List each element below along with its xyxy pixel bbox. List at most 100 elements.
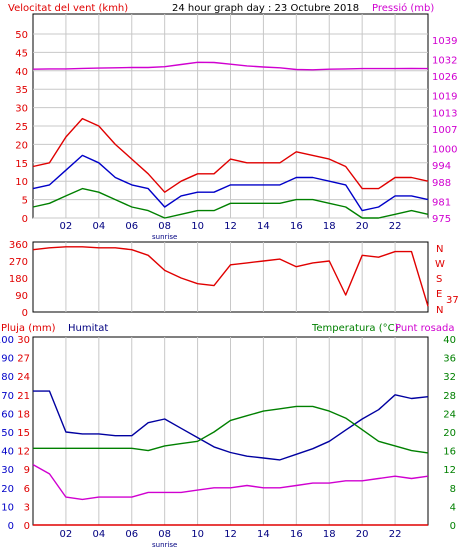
- x-tick-label: 10: [191, 529, 204, 540]
- dewpoint-line: [32, 463, 429, 501]
- pressure-tick-label: 1032: [432, 55, 457, 66]
- wind-tick-label: 25: [15, 122, 28, 133]
- x-tick-label: 12: [224, 221, 237, 232]
- pressure-tick-label: 988: [432, 178, 451, 189]
- x-tick-label: 02: [60, 221, 73, 232]
- wind-axis-title: Velocitat del vent (kmh): [8, 3, 128, 14]
- rain-tick-label: 30: [17, 335, 30, 346]
- humidity-line: [33, 390, 429, 461]
- x-tick-label: 18: [323, 529, 336, 540]
- temperature-tick-label: 32: [443, 372, 456, 383]
- x-tick-label: 06: [125, 221, 138, 232]
- rain-tick-label: 18: [17, 409, 30, 420]
- pressure-tick-label: 1013: [432, 108, 457, 119]
- x-tick-label: 12: [224, 529, 237, 540]
- wind-tick-label: 15: [15, 159, 28, 170]
- x-tick-label: 22: [389, 529, 402, 540]
- sunrise-label: sunrise: [152, 541, 177, 549]
- dir-letter-e: E: [436, 289, 442, 300]
- temperature-tick-label: 36: [443, 354, 456, 365]
- wind-direction-line: [32, 246, 429, 307]
- temperature-tick-label: 0: [450, 521, 456, 532]
- wind-tick-label: 35: [15, 85, 28, 96]
- temperature-axis-title: Temperatura (°C): [311, 323, 399, 334]
- x-tick-label: 04: [92, 221, 105, 232]
- humidity-tick-label: 90: [1, 354, 14, 365]
- wind-gust-line: [32, 117, 429, 193]
- humidity-tick-label: 70: [1, 391, 14, 402]
- wind-tick-label: 50: [15, 30, 28, 41]
- dir-letter-w: W: [435, 259, 445, 270]
- humidity-tick-label: 20: [1, 484, 14, 495]
- humidity-tick-label: 0: [8, 521, 14, 532]
- temperature-tick-label: 16: [443, 447, 456, 458]
- pressure-tick-label: 1007: [432, 125, 457, 136]
- rain-tick-label: 3: [24, 502, 30, 513]
- rain-tick-label: 9: [24, 465, 30, 476]
- wind-tick-label: 45: [15, 48, 28, 59]
- x-tick-label: 06: [125, 529, 138, 540]
- x-tick-label: 20: [356, 529, 369, 540]
- wind-tick-label: 30: [15, 104, 28, 115]
- temperature-tick-label: 20: [443, 428, 456, 439]
- temperature-tick-label: 40: [443, 335, 456, 346]
- rain-tick-label: 15: [17, 428, 30, 439]
- wind-tick-label: 5: [22, 196, 28, 207]
- chart-title: 24 hour graph day : 23 Octubre 2018: [172, 3, 359, 14]
- direction-tick-label: 90: [15, 291, 28, 302]
- wind-low-line: [32, 187, 429, 219]
- wind-tick-label: 0: [22, 214, 28, 225]
- x-tick-label: 10: [191, 221, 204, 232]
- humidity-tick-label: 40: [1, 447, 14, 458]
- x-tick-label: 08: [158, 221, 171, 232]
- sunrise-label: sunrise: [152, 233, 177, 241]
- temperature-line: [33, 405, 429, 454]
- pressure-tick-label: 1026: [432, 72, 457, 83]
- humidity-tick-label: 50: [1, 428, 14, 439]
- rain-tick-label: 21: [17, 391, 30, 402]
- wind-average-line: [32, 154, 429, 212]
- x-tick-label: 22: [389, 221, 402, 232]
- temperature-tick-label: 12: [443, 465, 456, 476]
- humidity-tick-label: 60: [1, 409, 14, 420]
- x-tick-label: 02: [60, 529, 73, 540]
- dir-letter-s: S: [436, 274, 442, 285]
- pressure-tick-label: 1019: [432, 92, 457, 103]
- pressure-line: [32, 61, 429, 71]
- rain-tick-label: 27: [17, 354, 30, 365]
- pressure-tick-label: 1039: [432, 36, 457, 47]
- dewpoint-axis-title: Punt rosada: [395, 323, 454, 334]
- pressure-tick-label: 1000: [432, 144, 457, 155]
- rain-tick-label: 6: [24, 484, 30, 495]
- humidity-tick-label: 10: [1, 502, 14, 513]
- direction-tick-label: 360: [9, 240, 28, 251]
- x-tick-label: 18: [323, 221, 336, 232]
- rain-tick-label: 24: [17, 372, 30, 383]
- temperature-tick-label: 8: [450, 484, 456, 495]
- humidity-axis-title: Humitat: [68, 323, 108, 334]
- x-tick-label: 14: [257, 221, 270, 232]
- rain-tick-label: 12: [17, 447, 30, 458]
- direction-tick-label: 180: [9, 274, 28, 285]
- wind-tick-label: 40: [15, 67, 28, 78]
- x-tick-label: 20: [356, 221, 369, 232]
- dir-letter-n-top: N: [436, 244, 443, 255]
- x-tick-label: 08: [158, 529, 171, 540]
- current-direction-value: 37: [446, 295, 459, 306]
- direction-tick-label: 0: [22, 308, 28, 319]
- humidity-tick-label: 100: [0, 335, 14, 346]
- rain-tick-label: 0: [24, 521, 30, 532]
- pressure-tick-label: 975: [432, 214, 451, 225]
- temperature-tick-label: 28: [443, 391, 456, 402]
- wind-tick-label: 20: [15, 140, 28, 151]
- x-tick-label: 16: [290, 221, 303, 232]
- temperature-tick-label: 24: [443, 409, 456, 420]
- x-tick-label: 16: [290, 529, 303, 540]
- direction-tick-label: 270: [9, 257, 28, 268]
- dir-letter-n-bottom: N: [436, 305, 443, 316]
- pressure-axis-title: Pressió (mb): [372, 2, 434, 14]
- humidity-tick-label: 80: [1, 372, 14, 383]
- wind-tick-label: 10: [15, 177, 28, 188]
- x-tick-label: 14: [257, 529, 270, 540]
